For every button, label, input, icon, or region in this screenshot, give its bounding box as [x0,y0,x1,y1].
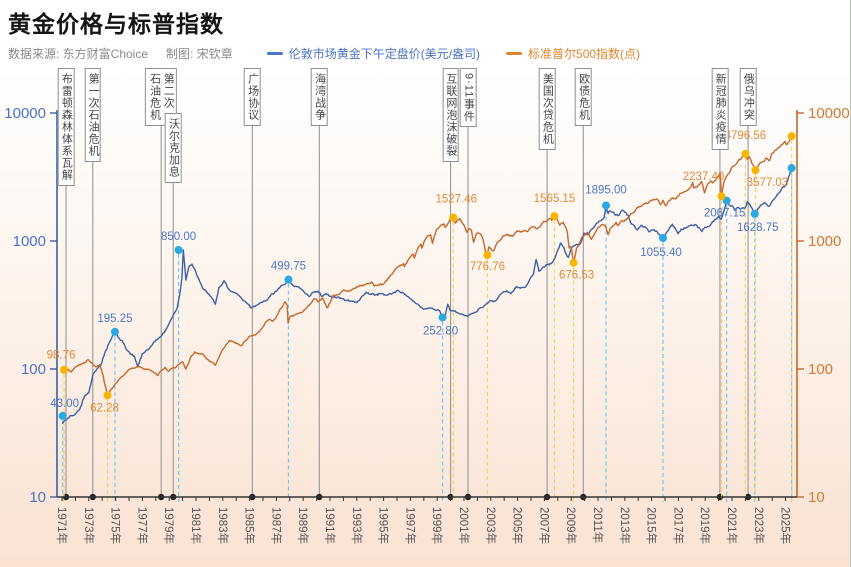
gold-data-point-label: 1055.40 [640,247,682,259]
sp500-data-point [550,212,559,221]
gold-data-point-label: 43.00 [50,398,79,410]
legend-item-sp500: 标准普尔500指数(点) [506,45,640,62]
x-tick-label: 2005年 [511,507,525,544]
x-tick-label: 1977年 [135,507,149,544]
gold-data-point [658,234,667,243]
x-tick-label: 1993年 [350,507,364,544]
x-tick-label: 1971年 [55,507,69,544]
sp500-data-point-label: 62.28 [90,402,119,414]
sp500-data-point [787,132,796,141]
gold-data-point [602,201,611,210]
sp500-data-point-label: 776.76 [470,261,505,273]
gold-data-point [750,209,759,218]
gold-data-point-label: 499.75 [271,261,306,273]
gold-data-point [58,411,67,420]
sp500-data-point [751,166,760,175]
x-tick-label: 2003年 [484,507,498,544]
x-tick-label: 1997年 [403,507,417,544]
x-tick-label: 1975年 [109,507,123,544]
legend-dash-icon [266,52,283,55]
sp500-data-point-label: 1527.46 [435,193,477,205]
page-title: 黄金价格与标普指数 [8,11,224,37]
x-tick-label: 1987年 [269,507,283,544]
gold-data-point-label: 2067.15 [704,208,746,220]
sp500-data-point [717,192,726,201]
x-tick-label: 1995年 [377,507,391,544]
x-tick-label: 2019年 [698,507,712,544]
sp500-data-point [483,251,492,260]
y-left-tick-label: 1000 [13,233,46,250]
x-tick-label: 1999年 [430,507,444,544]
x-tick-label: 2001年 [457,507,471,544]
sp500-data-point [103,391,112,400]
gold-data-point-label: 1628.75 [737,222,779,234]
chart-legend: 伦敦市场黄金下午定盘价(美元/盎司) 标准普尔500指数(点) [266,45,640,62]
sp500-data-point [449,213,458,222]
sp500-data-point-label: 1565.15 [534,193,576,205]
legend-label: 伦敦市场黄金下午定盘价(美元/盎司) [288,47,481,61]
gold-data-point-label: 850.00 [161,231,196,243]
gold-data-point [174,246,183,255]
x-tick-label: 2021年 [725,507,739,544]
x-tick-label: 1991年 [323,507,337,544]
gold-data-point-label: 195.25 [97,313,132,325]
sp500-data-point-label: 98.76 [47,350,76,362]
x-tick-label: 1973年 [82,507,96,544]
x-tick-label: 2017年 [671,507,685,544]
legend-label: 标准普尔500指数(点) [528,47,641,61]
y-left-tick-label: 10000 [4,105,46,122]
subtitle-row: 数据来源: 东方财富Choice 制图: 宋钦章 伦敦市场黄金下午定盘价(美元/… [8,45,842,62]
chart-author-label: 制图: 宋钦章 [166,47,233,61]
legend-dash-icon [506,52,523,55]
sp500-data-point [569,258,578,267]
y-right-tick-label: 100 [808,361,833,378]
gold-data-point [438,313,447,322]
x-tick-label: 1989年 [296,507,310,544]
x-tick-label: 2015年 [645,507,659,544]
sp500-data-point-label: 4796.56 [725,130,767,142]
chart-header: 黄金价格与标普指数 数据来源: 东方财富Choice 制图: 宋钦章 伦敦市场黄… [8,5,842,62]
x-tick-label: 1981年 [189,507,203,544]
y-right-tick-label: 10000 [808,105,850,122]
sp500-line [61,135,793,396]
sp500-data-point-label: 3577.03 [747,177,789,189]
data-source-label: 数据来源: 东方财富Choice [8,47,149,61]
sp500-data-point-label: 2237.40 [683,171,725,183]
x-tick-label: 2013年 [618,507,632,544]
legend-item-gold: 伦敦市场黄金下午定盘价(美元/盎司) [266,45,481,62]
gold-data-point [284,275,293,284]
gold-data-point-label: 252.80 [423,325,458,337]
y-right-tick-label: 1000 [808,233,841,250]
sp500-data-point [60,365,69,374]
x-tick-label: 2007年 [537,507,551,544]
y-left-tick-label: 10 [29,489,46,506]
gold-data-point [787,164,796,173]
gold-data-point-label: 1895.00 [585,184,627,196]
gold-data-point [110,327,119,336]
gold-line [61,167,793,425]
x-tick-label: 2025年 [779,507,793,544]
x-tick-label: 2009年 [564,507,578,544]
x-tick-label: 1985年 [243,507,257,544]
x-tick-label: 2023年 [752,507,766,544]
sp500-data-point-label: 676.53 [559,270,594,282]
x-tick-label: 1983年 [216,507,230,544]
sp500-data-point [741,149,750,158]
y-left-tick-label: 100 [21,361,46,378]
x-tick-label: 1979年 [162,507,176,544]
x-tick-label: 2011年 [591,507,605,543]
y-right-tick-label: 10 [808,489,825,506]
